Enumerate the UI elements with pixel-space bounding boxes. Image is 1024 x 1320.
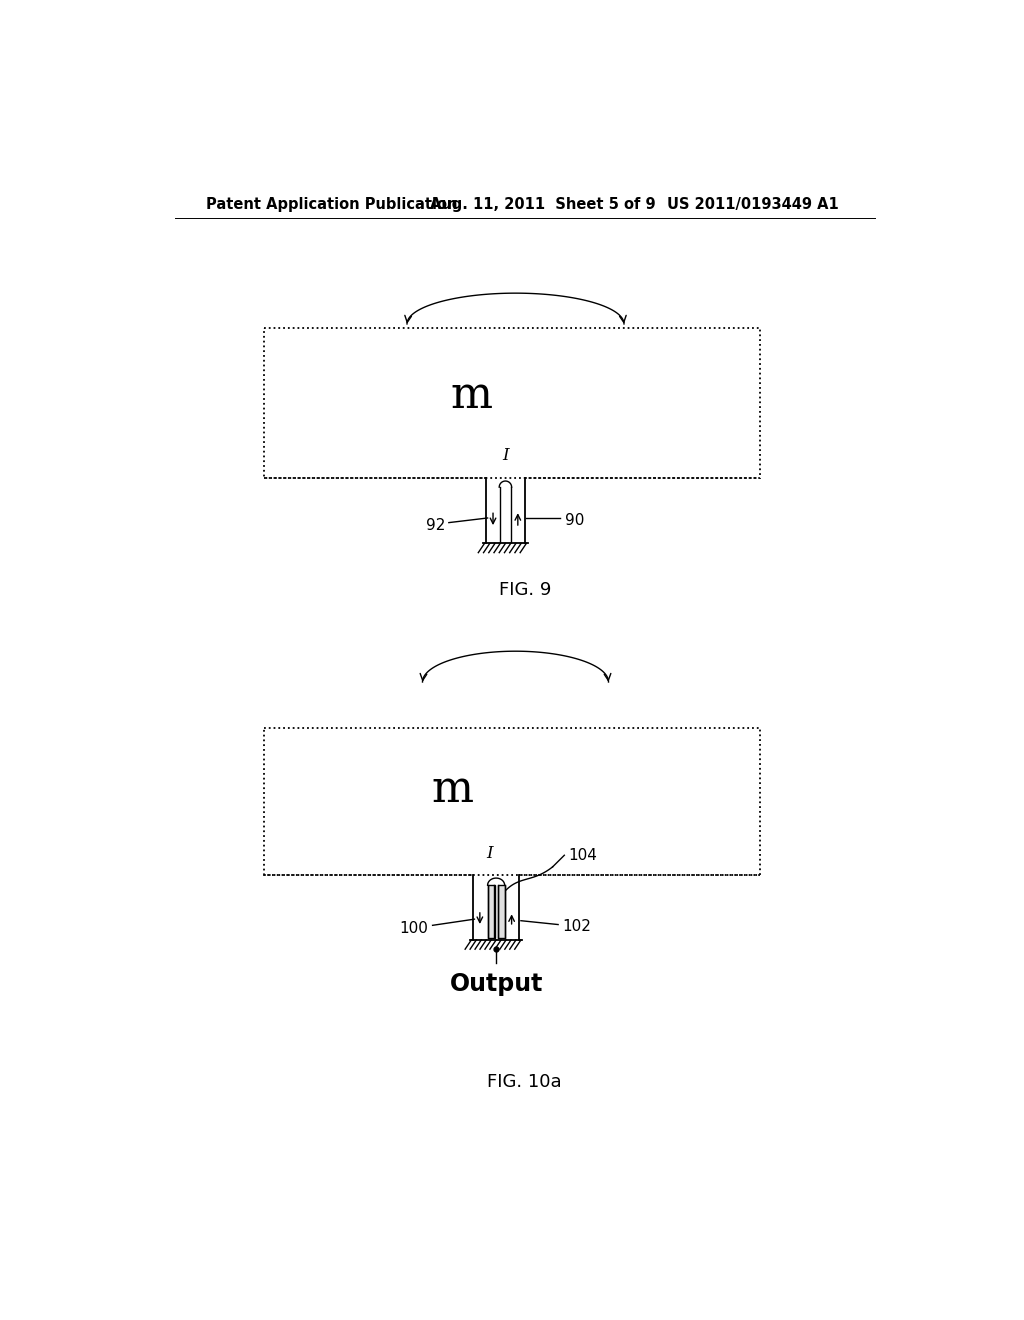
- Text: FIG. 10a: FIG. 10a: [487, 1073, 562, 1092]
- Text: Output: Output: [450, 973, 543, 997]
- Text: US 2011/0193449 A1: US 2011/0193449 A1: [667, 197, 839, 213]
- Text: 92: 92: [426, 519, 445, 533]
- Text: FIG. 9: FIG. 9: [499, 581, 551, 598]
- Bar: [263, 729, 760, 874]
- Bar: [263, 327, 760, 478]
- Text: 102: 102: [562, 919, 591, 935]
- Text: Patent Application Publication: Patent Application Publication: [206, 197, 457, 213]
- Text: I: I: [486, 845, 494, 862]
- Text: 100: 100: [399, 921, 428, 936]
- Text: 90: 90: [565, 512, 585, 528]
- Text: m: m: [431, 768, 473, 812]
- Bar: [487, 886, 495, 939]
- Text: 104: 104: [568, 847, 597, 863]
- Text: m: m: [451, 374, 493, 417]
- Bar: [499, 886, 506, 939]
- Text: Aug. 11, 2011  Sheet 5 of 9: Aug. 11, 2011 Sheet 5 of 9: [430, 197, 656, 213]
- Text: I: I: [502, 447, 509, 465]
